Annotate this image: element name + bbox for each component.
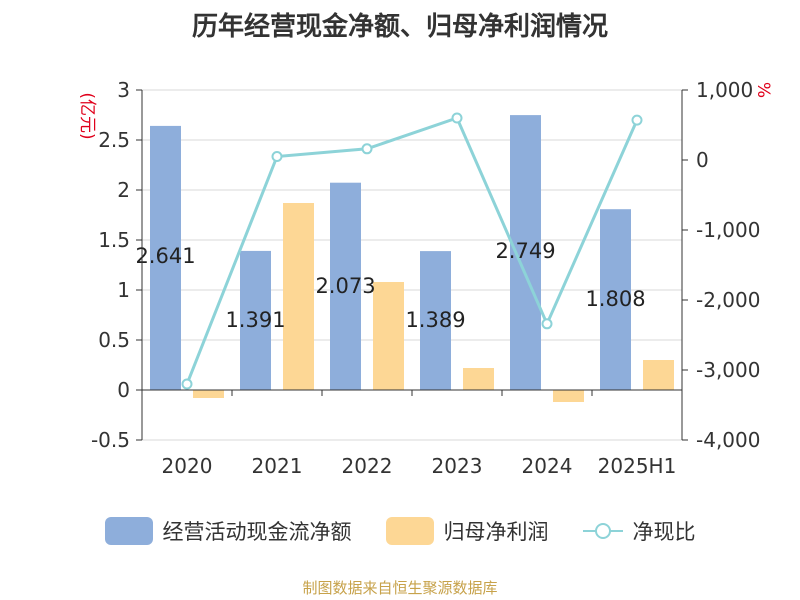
source-note: 制图数据来自恒生聚源数据库: [302, 579, 498, 597]
right-tick-label: 1,000: [696, 78, 753, 102]
ratio-point: [271, 151, 283, 162]
right-tick-label: -2,000: [696, 288, 760, 312]
bar-profit: [373, 282, 404, 390]
data-label-cashflow: 1.808: [585, 287, 645, 311]
left-tick-label: -0.5: [91, 428, 130, 452]
bar-profit: [643, 360, 674, 390]
ratio-point: [361, 143, 373, 155]
x-tick-label: 2020: [162, 454, 213, 478]
left-tick-label: 2: [117, 178, 130, 202]
ratio-point: [541, 318, 553, 330]
data-label-cashflow: 2.749: [495, 239, 555, 263]
ratio-point: [451, 112, 463, 124]
legend-item-ratio[interactable]: 净现比: [582, 516, 696, 546]
legend-swatch-cashflow: [104, 517, 153, 545]
right-tick-label: -3,000: [696, 358, 760, 382]
data-labels: 2.641 1.391 2.073 1.389 2.749 1.808: [135, 239, 645, 332]
left-tick-label: 0: [117, 378, 130, 402]
legend-label-cashflow: 经营活动现金流净额: [162, 520, 352, 544]
left-unit-label: (亿元): [77, 92, 97, 139]
x-tick-label: 2025H1: [598, 454, 677, 478]
data-label-cashflow: 2.073: [315, 274, 375, 298]
left-tick-label: 1: [117, 278, 130, 302]
data-label-cashflow: 2.641: [135, 244, 195, 268]
ratio-point: [181, 378, 193, 390]
bar-cashflow: [150, 125, 181, 391]
bar-cashflow: [240, 250, 271, 390]
right-tick-label: 0: [696, 148, 709, 172]
x-tick-label: 2022: [342, 454, 393, 478]
ratio-line: [185, 116, 639, 385]
right-tick-label: -4,000: [696, 428, 760, 452]
bar-profit: [283, 203, 314, 390]
legend: 经营活动现金流净额 归母净利润 净现比: [0, 516, 800, 546]
x-tick-label: 2023: [432, 454, 483, 478]
bar-cashflow: [420, 251, 451, 390]
ratio-line-series: [181, 112, 643, 390]
bar-profit: [553, 390, 584, 402]
left-tick-label: 2.5: [98, 128, 130, 152]
right-tick-label: -1,000: [696, 218, 760, 242]
legend-label-profit: 归母净利润: [443, 520, 549, 544]
left-tick-label: 3: [117, 78, 130, 102]
bar-profit: [463, 368, 494, 390]
legend-item-cashflow[interactable]: 经营活动现金流净额: [104, 516, 352, 546]
bar-series: [150, 115, 674, 402]
left-tick-label: 0.5: [98, 328, 130, 352]
data-label-cashflow: 1.389: [405, 308, 465, 332]
legend-line-icon: [582, 517, 623, 545]
bar-cashflow: [600, 209, 631, 390]
bar-cashflow: [330, 182, 361, 390]
chart-title: 历年经营现金净额、归母净利润情况: [191, 12, 608, 42]
data-label-cashflow: 1.391: [225, 308, 285, 332]
ratio-point: [631, 114, 643, 126]
axes: -0.5 0 0.5 1 1.5 2 2.5 3 -4,000 -3,000 -2,000 -1,00…: [77, 78, 773, 478]
right-unit-label: %: [753, 82, 773, 98]
x-tick-label: 2021: [252, 454, 303, 478]
bar-profit: [193, 390, 224, 398]
legend-label-ratio: 净现比: [632, 520, 696, 544]
left-tick-label: 1.5: [98, 228, 130, 252]
legend-swatch-profit: [385, 517, 434, 545]
x-tick-label: 2024: [522, 454, 573, 478]
legend-item-profit[interactable]: 归母净利润: [385, 516, 549, 546]
